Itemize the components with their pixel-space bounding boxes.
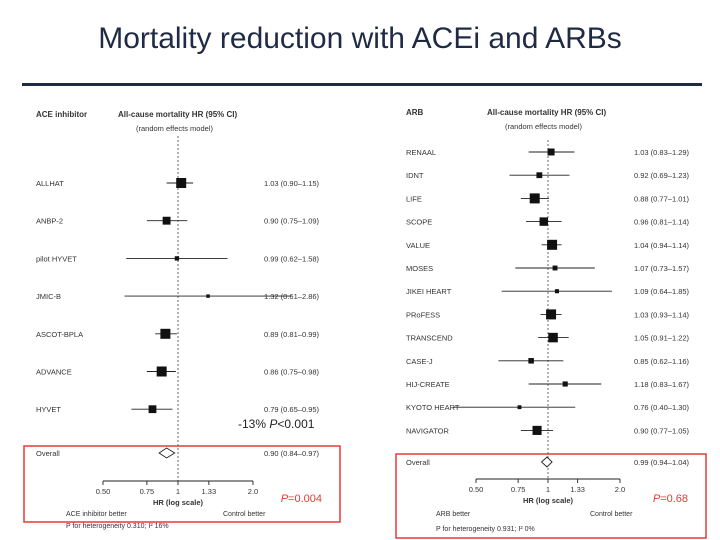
ace-study-name: JMIC-B xyxy=(36,292,61,301)
arb-estimate-marker xyxy=(517,405,522,410)
ace-heterogeneity: P for heterogeneity 0.310; I² 16% xyxy=(66,523,169,530)
arb-x-tick-label: 2.0 xyxy=(615,485,625,494)
ace-p-value: P=0.004 xyxy=(281,493,322,505)
arb-estimate-marker xyxy=(529,193,540,204)
arb-x-tick-label: 1 xyxy=(546,485,550,494)
ace-highlight-box xyxy=(23,445,341,523)
arb-study-name: IDNT xyxy=(406,171,424,180)
arb-overall-name: Overall xyxy=(406,458,430,467)
ace-hr-label: 0.79 (0.65–0.95) xyxy=(264,405,320,414)
arb-estimate-marker xyxy=(546,309,557,320)
ace-study-name: ALLHAT xyxy=(36,179,64,188)
ace-estimate-marker xyxy=(174,256,180,261)
ace-estimate-marker xyxy=(176,178,187,188)
ace-right-favours: Control better xyxy=(223,511,266,518)
ace-estimate-marker xyxy=(148,405,157,414)
arb-hr-label: 1.07 (0.73–1.57) xyxy=(634,264,690,273)
arb-study-name: SCOPE xyxy=(406,218,432,227)
arb-estimate-marker xyxy=(536,172,543,179)
ace-x-tick-label: 1 xyxy=(176,487,180,496)
arb-hr-label: 1.18 (0.83–1.67) xyxy=(634,380,690,389)
ace-study-name: pilot HYVET xyxy=(36,254,77,263)
ace-x-tick-label: 0.50 xyxy=(96,487,111,496)
arb-x-tick-label: 0.75 xyxy=(511,485,526,494)
arb-heterogeneity: P for heterogeneity 0.931; I² 0% xyxy=(436,526,535,533)
arb-hr-label: 0.90 (0.77–1.05) xyxy=(634,426,690,435)
ace-reduction-annotation: -13% P<0.001 xyxy=(238,417,315,431)
ace-overall-label: 0.90 (0.84–0.97) xyxy=(264,449,320,458)
ace-estimate-marker xyxy=(160,328,171,339)
ace-column-header: All-cause mortality HR (95% CI) xyxy=(118,110,237,119)
arb-estimate-marker xyxy=(554,289,559,294)
arb-estimate-marker xyxy=(562,381,568,387)
ace-estimate-marker xyxy=(206,294,210,298)
ace-study-name: ANBP-2 xyxy=(36,217,63,226)
ace-estimate-marker xyxy=(156,366,167,377)
ace-x-tick-label: 2.0 xyxy=(248,487,258,496)
ace-hr-label: 1.03 (0.90–1.15) xyxy=(264,179,320,188)
arb-study-name: CASE-J xyxy=(406,357,433,366)
arb-hr-label: 0.92 (0.69–1.23) xyxy=(634,171,690,180)
arb-hr-label: 1.09 (0.64–1.85) xyxy=(634,287,690,296)
arb-study-name: NAVIGATOR xyxy=(406,426,450,435)
arb-study-name: TRANSCEND xyxy=(406,334,453,343)
arb-x-axis-label: HR (log scale) xyxy=(523,496,574,505)
ace-x-tick-label: 1.33 xyxy=(202,487,217,496)
arb-study-name: LIFE xyxy=(406,194,422,203)
arb-column-header: All-cause mortality HR (95% CI) xyxy=(487,108,606,117)
arb-study-name: MOSES xyxy=(406,264,433,273)
arb-hr-label: 1.05 (0.91–1.22) xyxy=(634,334,690,343)
ace-study-name: HYVET xyxy=(36,405,61,414)
arb-hr-label: 0.88 (0.77–1.01) xyxy=(634,194,690,203)
arb-group-label: ARB xyxy=(406,108,424,117)
ace-estimate-marker xyxy=(162,216,171,225)
ace-left-favours: ACE inhibitor better xyxy=(66,511,127,518)
arb-estimate-marker xyxy=(547,239,558,250)
arb-estimate-marker xyxy=(548,332,558,343)
arb-column-subheader: (random effects model) xyxy=(505,122,582,131)
arb-study-name: KYOTO HEART xyxy=(406,403,460,412)
arb-left-favours: ARB better xyxy=(436,511,471,518)
arb-hr-label: 0.85 (0.62–1.16) xyxy=(634,357,690,366)
arb-hr-label: 0.96 (0.81–1.14) xyxy=(634,218,690,227)
arb-study-name: VALUE xyxy=(406,241,430,250)
ace-group-label: ACE inhibitor xyxy=(36,110,87,119)
arb-estimate-marker xyxy=(532,425,542,435)
title-underline xyxy=(22,83,702,86)
arb-x-tick-label: 1.33 xyxy=(570,485,585,494)
ace-x-tick-label: 0.75 xyxy=(140,487,155,496)
arb-study-name: HIJ-CREATE xyxy=(406,380,450,389)
arb-right-favours: Control better xyxy=(590,511,633,518)
arb-x-tick-label: 0.50 xyxy=(469,485,484,494)
ace-overall-name: Overall xyxy=(36,449,60,458)
ace-study-name: ASCOT-BPLA xyxy=(36,330,83,339)
arb-estimate-marker xyxy=(552,265,558,271)
arb-study-name: JIKEI HEART xyxy=(406,287,452,296)
arb-overall-label: 0.99 (0.94–1.04) xyxy=(634,458,690,467)
arb-estimate-marker xyxy=(547,148,555,156)
arb-hr-label: 1.03 (0.93–1.14) xyxy=(634,310,690,319)
arb-study-name: PRoFESS xyxy=(406,310,440,319)
ace-study-name: ADVANCE xyxy=(36,368,72,377)
arb-estimate-marker xyxy=(539,217,548,226)
ace-x-axis-label: HR (log scale) xyxy=(153,498,204,507)
arb-estimate-marker xyxy=(528,358,534,364)
arb-study-name: RENAAL xyxy=(406,148,436,157)
arb-hr-label: 0.76 (0.40–1.30) xyxy=(634,403,690,412)
ace-hr-label: 1.32 (0.61–2.86) xyxy=(264,292,320,301)
arb-p-value: P=0.68 xyxy=(653,493,688,505)
arb-hr-label: 1.03 (0.83–1.29) xyxy=(634,148,690,157)
slide-title: Mortality reduction with ACEi and ARBs xyxy=(98,22,622,55)
ace-overall-diamond xyxy=(158,447,176,459)
arb-hr-label: 1.04 (0.94–1.14) xyxy=(634,241,690,250)
ace-hr-label: 0.89 (0.81–0.99) xyxy=(264,330,320,339)
arb-overall-diamond xyxy=(540,456,553,468)
ace-column-subheader: (random effects model) xyxy=(136,124,213,133)
ace-hr-label: 0.99 (0.62–1.58) xyxy=(264,254,320,263)
ace-hr-label: 0.90 (0.75–1.09) xyxy=(264,217,320,226)
ace-hr-label: 0.86 (0.75–0.98) xyxy=(264,368,320,377)
arb-highlight-box xyxy=(395,453,707,539)
